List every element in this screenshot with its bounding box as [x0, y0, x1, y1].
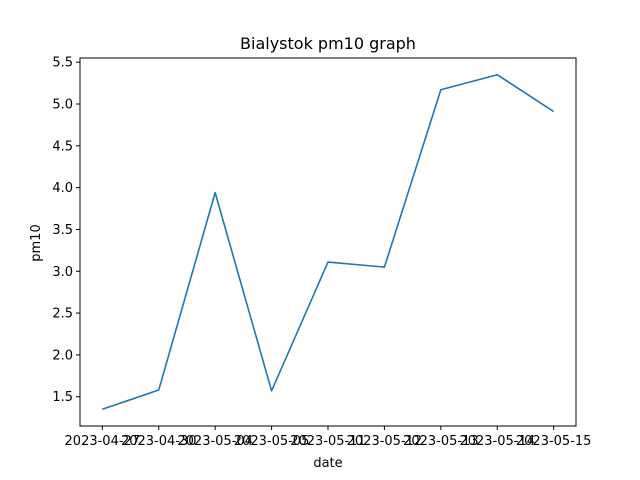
- y-tick-label: 5.0: [52, 98, 73, 113]
- x-tick-label: 2023-05-13: [403, 434, 479, 449]
- x-axis-title: date: [313, 456, 342, 471]
- y-tick-label: 2.5: [52, 307, 73, 322]
- y-axis-title: pm10: [29, 224, 44, 261]
- x-tick-label: 2023-05-05: [234, 434, 310, 449]
- x-tick-label: 2023-05-11: [290, 434, 366, 449]
- chart-title: Bialystok pm10 graph: [240, 34, 416, 53]
- y-tick-label: 3.0: [52, 265, 73, 280]
- x-tick-label: 2023-05-14: [459, 434, 535, 449]
- y-tick-label: 2.0: [52, 348, 73, 363]
- y-tick-label: 1.5: [52, 390, 73, 405]
- y-tick-label: 3.5: [52, 223, 73, 238]
- x-tick-label: 2023-05-12: [347, 434, 423, 449]
- x-tick-label: 2023-04-27: [65, 434, 141, 449]
- y-tick-label: 4.5: [52, 139, 73, 154]
- y-tick-label: 5.5: [52, 56, 73, 71]
- axes-frame: [79, 57, 577, 427]
- x-tick-label: 2023-05-15: [516, 434, 592, 449]
- x-tick-label: 2023-05-04: [177, 434, 253, 449]
- series-line: [102, 73, 555, 411]
- y-tick-label: 4.0: [52, 181, 73, 196]
- plot-area: 1.52.02.53.03.54.04.55.05.52023-04-27202…: [52, 56, 591, 449]
- x-tick-label: 2023-04-30: [121, 434, 197, 449]
